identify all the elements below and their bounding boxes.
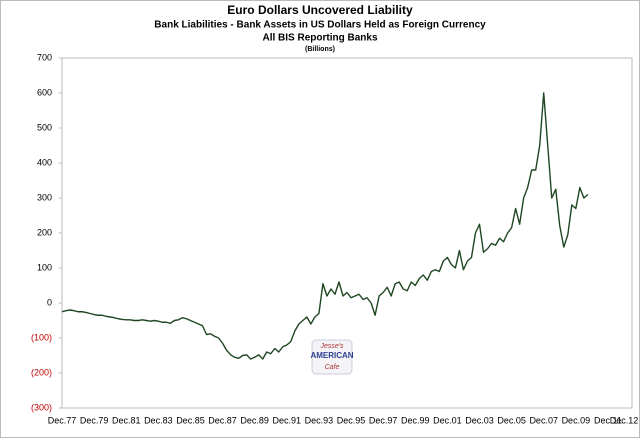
- watermark-text: AMERICAN: [310, 351, 353, 360]
- x-tick-label: Dec.99: [401, 415, 430, 425]
- chart-subtitle: All BIS Reporting Banks: [262, 33, 377, 44]
- chart-subtitle: Bank Liabilities - Bank Assets in US Dol…: [154, 20, 486, 31]
- y-tick-label: 0: [47, 297, 52, 307]
- watermark: Jesse's AMERICAN Cafe: [310, 339, 354, 375]
- x-tick-label: Dec.77: [48, 415, 77, 425]
- y-tick-label: (100): [31, 332, 52, 342]
- data-line: [61, 92, 589, 360]
- x-tick-label: Dec.93: [305, 415, 334, 425]
- y-tick-label: (300): [31, 402, 52, 412]
- y-tick-label: 100: [37, 262, 52, 272]
- y-tick-label: 200: [37, 227, 52, 237]
- x-tick-label: Dec.89: [240, 415, 269, 425]
- x-tick-label: Dec.83: [144, 415, 173, 425]
- y-tick-label: 500: [37, 122, 52, 132]
- y-tick-label: 300: [37, 192, 52, 202]
- watermark-badge: [311, 339, 353, 375]
- x-tick-label: Dec.87: [208, 415, 237, 425]
- y-tick-label: 600: [37, 87, 52, 97]
- x-tick-label: Dec.81: [112, 415, 141, 425]
- x-tick-label: Dec.11: [594, 415, 622, 425]
- x-tick-label: Dec.79: [80, 415, 109, 425]
- y-tick-label: 400: [37, 157, 52, 167]
- x-tick-label: Dec.97: [369, 415, 398, 425]
- x-tick-label: Dec.95: [337, 415, 366, 425]
- units-label: (Billions): [305, 46, 335, 53]
- y-tick-label: (200): [31, 367, 52, 377]
- x-tick-label: Dec.91: [273, 415, 302, 425]
- x-tick-label: Dec.03: [465, 415, 494, 425]
- x-tick-label: Dec.85: [176, 415, 205, 425]
- x-tick-label: Dec.01: [433, 415, 462, 425]
- chart-title: Euro Dollars Uncovered Liability: [227, 3, 413, 17]
- watermark-text: Jesse's: [319, 343, 344, 350]
- x-tick-label: Dec.09: [562, 415, 591, 425]
- x-tick-label: Dec.05: [497, 415, 526, 425]
- x-tick-label: Dec.12: [610, 415, 639, 425]
- watermark-text: Cafe: [325, 364, 340, 371]
- y-tick-label: 700: [37, 52, 52, 62]
- x-tick-label: Dec.07: [529, 415, 558, 425]
